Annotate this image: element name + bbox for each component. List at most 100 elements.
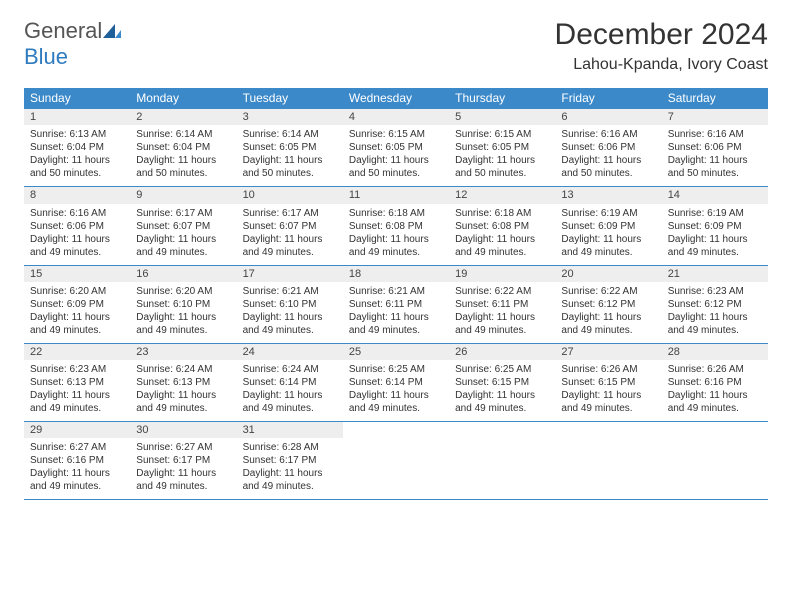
day-body: Sunrise: 6:16 AMSunset: 6:06 PMDaylight:… xyxy=(24,204,130,265)
day-body: Sunrise: 6:25 AMSunset: 6:14 PMDaylight:… xyxy=(343,360,449,421)
sunset-text: Sunset: 6:09 PM xyxy=(561,220,655,233)
day-body: Sunrise: 6:21 AMSunset: 6:10 PMDaylight:… xyxy=(237,282,343,343)
day-number: 13 xyxy=(555,187,661,203)
day-cell: . xyxy=(555,422,661,499)
day-cell: 3Sunrise: 6:14 AMSunset: 6:05 PMDaylight… xyxy=(237,109,343,186)
sunset-text: Sunset: 6:12 PM xyxy=(561,298,655,311)
sunrise-text: Sunrise: 6:16 AM xyxy=(668,128,762,141)
day-body: Sunrise: 6:18 AMSunset: 6:08 PMDaylight:… xyxy=(343,204,449,265)
day-cell: 13Sunrise: 6:19 AMSunset: 6:09 PMDayligh… xyxy=(555,187,661,264)
weekday-header: Saturday xyxy=(662,88,768,108)
day-body: Sunrise: 6:18 AMSunset: 6:08 PMDaylight:… xyxy=(449,204,555,265)
logo: GeneralBlue xyxy=(24,18,121,70)
daylight-text: Daylight: 11 hours and 49 minutes. xyxy=(668,233,762,259)
day-cell: 27Sunrise: 6:26 AMSunset: 6:15 PMDayligh… xyxy=(555,344,661,421)
week-row: 22Sunrise: 6:23 AMSunset: 6:13 PMDayligh… xyxy=(24,343,768,421)
sunset-text: Sunset: 6:06 PM xyxy=(561,141,655,154)
sunrise-text: Sunrise: 6:14 AM xyxy=(243,128,337,141)
sunset-text: Sunset: 6:14 PM xyxy=(243,376,337,389)
sunrise-text: Sunrise: 6:26 AM xyxy=(561,363,655,376)
day-cell: 31Sunrise: 6:28 AMSunset: 6:17 PMDayligh… xyxy=(237,422,343,499)
weekday-header: Friday xyxy=(555,88,661,108)
day-body: Sunrise: 6:15 AMSunset: 6:05 PMDaylight:… xyxy=(449,125,555,186)
day-number: 30 xyxy=(130,422,236,438)
daylight-text: Daylight: 11 hours and 50 minutes. xyxy=(561,154,655,180)
day-cell: 29Sunrise: 6:27 AMSunset: 6:16 PMDayligh… xyxy=(24,422,130,499)
sunset-text: Sunset: 6:13 PM xyxy=(30,376,124,389)
sunset-text: Sunset: 6:07 PM xyxy=(243,220,337,233)
sunset-text: Sunset: 6:15 PM xyxy=(455,376,549,389)
sunset-text: Sunset: 6:06 PM xyxy=(30,220,124,233)
daylight-text: Daylight: 11 hours and 50 minutes. xyxy=(136,154,230,180)
sunrise-text: Sunrise: 6:23 AM xyxy=(668,285,762,298)
sunrise-text: Sunrise: 6:17 AM xyxy=(243,207,337,220)
day-cell: 21Sunrise: 6:23 AMSunset: 6:12 PMDayligh… xyxy=(662,266,768,343)
daylight-text: Daylight: 11 hours and 49 minutes. xyxy=(455,233,549,259)
sunrise-text: Sunrise: 6:15 AM xyxy=(455,128,549,141)
daylight-text: Daylight: 11 hours and 49 minutes. xyxy=(561,389,655,415)
day-body: Sunrise: 6:19 AMSunset: 6:09 PMDaylight:… xyxy=(662,204,768,265)
sunset-text: Sunset: 6:17 PM xyxy=(136,454,230,467)
day-cell: 1Sunrise: 6:13 AMSunset: 6:04 PMDaylight… xyxy=(24,109,130,186)
sunrise-text: Sunrise: 6:20 AM xyxy=(136,285,230,298)
day-cell: . xyxy=(449,422,555,499)
daylight-text: Daylight: 11 hours and 50 minutes. xyxy=(30,154,124,180)
day-cell: . xyxy=(662,422,768,499)
sunrise-text: Sunrise: 6:27 AM xyxy=(30,441,124,454)
day-cell: 2Sunrise: 6:14 AMSunset: 6:04 PMDaylight… xyxy=(130,109,236,186)
sunrise-text: Sunrise: 6:28 AM xyxy=(243,441,337,454)
day-cell: 8Sunrise: 6:16 AMSunset: 6:06 PMDaylight… xyxy=(24,187,130,264)
sunrise-text: Sunrise: 6:14 AM xyxy=(136,128,230,141)
sunset-text: Sunset: 6:11 PM xyxy=(455,298,549,311)
sunrise-text: Sunrise: 6:23 AM xyxy=(30,363,124,376)
sunset-text: Sunset: 6:08 PM xyxy=(455,220,549,233)
sunrise-text: Sunrise: 6:15 AM xyxy=(349,128,443,141)
day-body: Sunrise: 6:24 AMSunset: 6:14 PMDaylight:… xyxy=(237,360,343,421)
day-number: 12 xyxy=(449,187,555,203)
page-header: GeneralBlue December 2024 Lahou-Kpanda, … xyxy=(24,18,768,74)
day-body: Sunrise: 6:23 AMSunset: 6:13 PMDaylight:… xyxy=(24,360,130,421)
daylight-text: Daylight: 11 hours and 50 minutes. xyxy=(668,154,762,180)
day-number: 28 xyxy=(662,344,768,360)
daylight-text: Daylight: 11 hours and 49 minutes. xyxy=(30,467,124,493)
day-number: 10 xyxy=(237,187,343,203)
day-number: 24 xyxy=(237,344,343,360)
day-number: 19 xyxy=(449,266,555,282)
sunrise-text: Sunrise: 6:13 AM xyxy=(30,128,124,141)
day-body: Sunrise: 6:17 AMSunset: 6:07 PMDaylight:… xyxy=(237,204,343,265)
week-row: 1Sunrise: 6:13 AMSunset: 6:04 PMDaylight… xyxy=(24,108,768,186)
weekday-header: Sunday xyxy=(24,88,130,108)
daylight-text: Daylight: 11 hours and 49 minutes. xyxy=(561,233,655,259)
sunrise-text: Sunrise: 6:20 AM xyxy=(30,285,124,298)
day-number: 14 xyxy=(662,187,768,203)
sunrise-text: Sunrise: 6:24 AM xyxy=(243,363,337,376)
sunrise-text: Sunrise: 6:21 AM xyxy=(243,285,337,298)
day-body: Sunrise: 6:20 AMSunset: 6:10 PMDaylight:… xyxy=(130,282,236,343)
day-cell: 12Sunrise: 6:18 AMSunset: 6:08 PMDayligh… xyxy=(449,187,555,264)
daylight-text: Daylight: 11 hours and 49 minutes. xyxy=(243,311,337,337)
day-cell: 19Sunrise: 6:22 AMSunset: 6:11 PMDayligh… xyxy=(449,266,555,343)
sunset-text: Sunset: 6:09 PM xyxy=(668,220,762,233)
daylight-text: Daylight: 11 hours and 49 minutes. xyxy=(243,389,337,415)
day-cell: . xyxy=(343,422,449,499)
daylight-text: Daylight: 11 hours and 49 minutes. xyxy=(455,389,549,415)
weekday-header-row: SundayMondayTuesdayWednesdayThursdayFrid… xyxy=(24,88,768,108)
weekday-header: Thursday xyxy=(449,88,555,108)
day-number: 15 xyxy=(24,266,130,282)
day-cell: 28Sunrise: 6:26 AMSunset: 6:16 PMDayligh… xyxy=(662,344,768,421)
daylight-text: Daylight: 11 hours and 49 minutes. xyxy=(136,233,230,259)
day-number: 6 xyxy=(555,109,661,125)
logo-text-blue: Blue xyxy=(24,44,68,69)
daylight-text: Daylight: 11 hours and 49 minutes. xyxy=(136,467,230,493)
day-cell: 15Sunrise: 6:20 AMSunset: 6:09 PMDayligh… xyxy=(24,266,130,343)
calendar: SundayMondayTuesdayWednesdayThursdayFrid… xyxy=(24,88,768,500)
day-number: 29 xyxy=(24,422,130,438)
sunrise-text: Sunrise: 6:17 AM xyxy=(136,207,230,220)
day-body: Sunrise: 6:20 AMSunset: 6:09 PMDaylight:… xyxy=(24,282,130,343)
weekday-header: Monday xyxy=(130,88,236,108)
day-cell: 9Sunrise: 6:17 AMSunset: 6:07 PMDaylight… xyxy=(130,187,236,264)
day-cell: 4Sunrise: 6:15 AMSunset: 6:05 PMDaylight… xyxy=(343,109,449,186)
day-number: 3 xyxy=(237,109,343,125)
daylight-text: Daylight: 11 hours and 49 minutes. xyxy=(243,233,337,259)
day-number: 23 xyxy=(130,344,236,360)
